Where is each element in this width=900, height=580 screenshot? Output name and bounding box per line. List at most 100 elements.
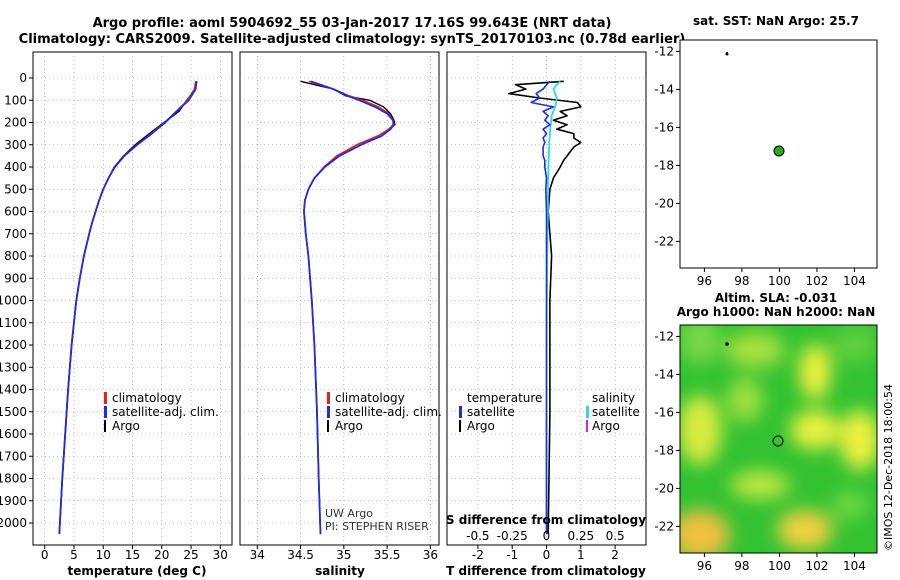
legend-swatch-t-satellite bbox=[459, 406, 462, 418]
sla-blob bbox=[730, 471, 790, 499]
legend-label: Argo bbox=[467, 419, 495, 433]
map-y-label: -12 bbox=[654, 44, 674, 58]
salinity-xticks: 34 34.5 35 35.5 36 bbox=[250, 545, 438, 562]
x-tick-label: -2 bbox=[472, 548, 484, 562]
difference-legend: temperature salinity satellite Argo sate… bbox=[459, 391, 640, 433]
profile-location-marker bbox=[772, 435, 784, 447]
sla-blob bbox=[777, 510, 833, 550]
map-x-label: 98 bbox=[734, 559, 749, 573]
y-tick-label: 2000 bbox=[0, 516, 27, 530]
x-tick-label: 34 bbox=[250, 548, 265, 562]
difference-xticks: -2 -1 0 1 2 bbox=[472, 545, 619, 562]
s-tick-label: -0.25 bbox=[497, 529, 528, 543]
salinity-curves bbox=[300, 80, 396, 535]
legend-label: climatology bbox=[112, 391, 182, 405]
x-tick-label: 35.5 bbox=[374, 548, 401, 562]
difference-xlabel: T difference from climatology bbox=[446, 564, 646, 578]
legend-swatch-climatology bbox=[327, 392, 330, 404]
s-tick-label: 0 bbox=[543, 529, 551, 543]
satellite-t-difference-line bbox=[530, 80, 555, 535]
x-tick-label: 0 bbox=[543, 548, 551, 562]
x-tick-label: 2 bbox=[611, 548, 619, 562]
x-tick-label: 35 bbox=[336, 548, 351, 562]
temperature-xticks: 0 5 10 15 20 25 30 bbox=[41, 545, 228, 562]
legend-swatch-argo bbox=[104, 420, 106, 432]
sla-blob bbox=[790, 410, 840, 450]
y-tick-label: 400 bbox=[4, 160, 27, 174]
map-y-label: -20 bbox=[654, 481, 674, 495]
legend-swatch-argo bbox=[327, 420, 329, 432]
figure-title-line1: Argo profile: aoml 5904692_55 03-Jan-201… bbox=[93, 16, 612, 31]
sla-field bbox=[680, 325, 877, 553]
legend-heading-temperature: temperature bbox=[467, 391, 542, 405]
sla-blob bbox=[680, 395, 722, 465]
map-y-label: -12 bbox=[654, 329, 674, 343]
y-tick-label: 1300 bbox=[0, 360, 27, 374]
depth-axis-labels: 0 100 200 300 400 500 600 700 800 900 1000 1100 1200… bbox=[0, 71, 33, 530]
sla-map-frame bbox=[679, 324, 878, 554]
sla-blob bbox=[799, 344, 831, 400]
map-y-label: -18 bbox=[654, 443, 674, 457]
sla-blob bbox=[833, 327, 877, 363]
y-tick-label: 1400 bbox=[0, 383, 27, 397]
map-x-label: 96 bbox=[697, 559, 712, 573]
s-difference-label: S difference from climatology bbox=[446, 513, 646, 527]
map-x-label: 100 bbox=[768, 274, 791, 288]
sla-map-title2: Argo h1000: NaN h2000: NaN bbox=[677, 305, 876, 319]
y-tick-label: 1800 bbox=[0, 472, 27, 486]
y-tick-label: 1500 bbox=[0, 405, 27, 419]
temperature-xlabel: temperature (deg C) bbox=[68, 564, 207, 578]
x-tick-label: -1 bbox=[506, 548, 518, 562]
x-tick-label: 1 bbox=[577, 548, 585, 562]
y-tick-label: 100 bbox=[4, 93, 27, 107]
difference-panel: -2 -1 0 1 2 T difference from climatology S … bbox=[446, 51, 647, 578]
climatology-temperature-line bbox=[58, 81, 197, 535]
satellite-s-difference-line bbox=[545, 80, 561, 535]
argo-temperature-line bbox=[58, 81, 198, 535]
legend-swatch-satellite bbox=[104, 406, 107, 418]
sst-map-title: sat. SST: NaN Argo: 25.7 bbox=[693, 14, 859, 28]
credit-line2: PI: STEPHEN RISER bbox=[325, 520, 429, 533]
x-tick-label: 25 bbox=[183, 548, 198, 562]
legend-label: satellite-adj. clim. bbox=[112, 405, 219, 419]
x-tick-label: 20 bbox=[154, 548, 169, 562]
imos-timestamp: ©IMOS 12-Dec-2018 18:00:54 bbox=[882, 384, 895, 551]
sla-blob bbox=[832, 491, 868, 519]
y-tick-label: 500 bbox=[4, 182, 27, 196]
temperature-curves bbox=[58, 81, 198, 535]
s-tick-label: -0.5 bbox=[466, 529, 489, 543]
temperature-legend: climatology satellite-adj. clim. Argo bbox=[104, 391, 219, 433]
salinity-panel: 34 34.5 35 35.5 36 salinity climatology sate… bbox=[239, 51, 442, 578]
map-x-label: 102 bbox=[806, 274, 829, 288]
x-tick-label: 0 bbox=[41, 548, 49, 562]
map-x-label: 98 bbox=[734, 274, 749, 288]
map-y-label: -20 bbox=[654, 196, 674, 210]
legend-swatch-s-satellite bbox=[586, 406, 589, 418]
legend-heading-salinity: salinity bbox=[592, 391, 635, 405]
sla-blob bbox=[680, 325, 720, 365]
climatology-salinity-line bbox=[303, 80, 394, 535]
map-y-label: -16 bbox=[654, 120, 674, 134]
s-tick-label: 0.5 bbox=[606, 529, 625, 543]
sla-map: Altim. SLA: -0.031 Argo h1000: NaN h2000… bbox=[654, 291, 878, 573]
x-tick-label: 10 bbox=[96, 548, 111, 562]
argo-track-point bbox=[725, 342, 729, 346]
legend-label: satellite-adj. clim. bbox=[335, 405, 442, 419]
sla-blob bbox=[680, 510, 730, 553]
satellite-salinity-line bbox=[303, 80, 395, 535]
x-tick-label: 36 bbox=[423, 548, 438, 562]
profile-location-marker bbox=[773, 145, 785, 157]
y-tick-label: 900 bbox=[4, 271, 27, 285]
map-y-label: -18 bbox=[654, 158, 674, 172]
salinity-legend: climatology satellite-adj. clim. Argo bbox=[327, 391, 442, 433]
sst-map: sat. SST: NaN Argo: 25.7 -12 -14 -16 -18 -20… bbox=[654, 14, 878, 288]
satellite-temperature-line bbox=[58, 81, 198, 535]
legend-label: Argo bbox=[592, 419, 620, 433]
legend-label: satellite bbox=[467, 405, 515, 419]
y-tick-label: 1200 bbox=[0, 338, 27, 352]
y-tick-label: 300 bbox=[4, 138, 27, 152]
map-x-label: 96 bbox=[697, 274, 712, 288]
y-tick-label: 1600 bbox=[0, 427, 27, 441]
legend-label: satellite bbox=[592, 405, 640, 419]
